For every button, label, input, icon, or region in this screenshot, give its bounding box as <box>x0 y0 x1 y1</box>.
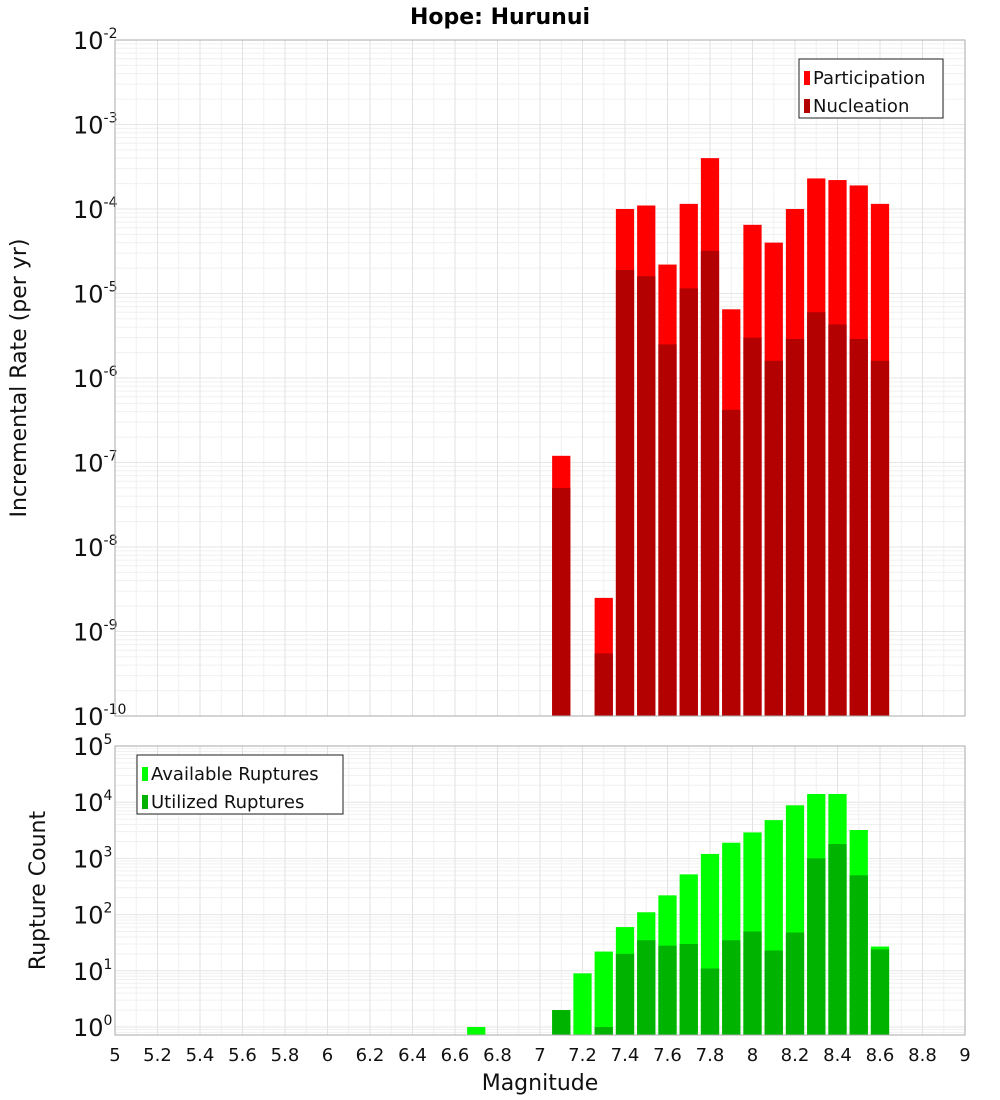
nucleation-bar <box>743 337 762 716</box>
plot-area-border <box>114 745 966 1036</box>
legend-label: Utilized Ruptures <box>151 792 304 813</box>
x-tick-label: 8.2 <box>781 1045 810 1066</box>
x-tick-label: 5.4 <box>186 1045 215 1066</box>
y-tick-label: 101 <box>73 957 112 986</box>
y-tick-label: 103 <box>73 844 112 873</box>
x-tick-label: 8.6 <box>866 1045 895 1066</box>
nucleation-bar <box>764 360 783 716</box>
nucleation-bar <box>870 360 890 716</box>
available-ruptures-bar <box>467 1026 486 1035</box>
legend-swatch <box>804 99 810 113</box>
x-tick-label: 7.4 <box>611 1045 640 1066</box>
nucleation-bar <box>637 276 656 716</box>
y-tick-label: 10-3 <box>73 111 118 140</box>
nucleation-bar <box>722 409 741 716</box>
x-tick-label: 5.2 <box>143 1045 172 1066</box>
y-axis-title: Rupture Count <box>26 811 51 971</box>
x-tick-label: 5.8 <box>271 1045 300 1066</box>
legend: Available Ruptures Utilized Ruptures <box>136 754 344 815</box>
y-tick-label: 10-2 <box>73 26 118 55</box>
nucleation-bar <box>552 487 571 716</box>
nucleation-bar <box>807 312 826 716</box>
utilized-ruptures-bar <box>785 932 805 1035</box>
utilized-ruptures-bar <box>552 1010 571 1035</box>
chart-title: Hope: Hurunui <box>410 5 590 30</box>
x-tick-label: 5 <box>109 1045 120 1066</box>
x-tick-label: 9 <box>959 1045 970 1066</box>
y-axis-title: Incremental Rate (per yr) <box>7 239 32 518</box>
x-tick-label: 6.6 <box>441 1045 470 1066</box>
x-tick-label: 7.8 <box>696 1045 725 1066</box>
y-tick-label: 10-5 <box>73 280 118 309</box>
utilized-ruptures-bar <box>637 940 656 1035</box>
y-tick-label: 10-7 <box>73 449 118 478</box>
nucleation-bar <box>828 324 847 716</box>
legend-box <box>798 58 944 119</box>
utilized-ruptures-bar <box>722 940 741 1035</box>
x-tick-label: 6.4 <box>398 1045 427 1066</box>
x-tick-label: 6 <box>322 1045 333 1066</box>
nucleation-bar <box>785 338 805 716</box>
legend-swatch <box>142 795 148 809</box>
x-tick-label: 6.2 <box>356 1045 385 1066</box>
y-tick-label: 105 <box>73 732 112 761</box>
participation-nucleation-panel: 10-210-310-410-510-610-710-810-910-10Inc… <box>7 26 966 731</box>
legend-swatch <box>804 71 810 85</box>
nucleation-bar <box>658 344 677 716</box>
nucleation-bar <box>849 338 868 716</box>
utilized-ruptures-bar <box>849 875 868 1035</box>
utilized-ruptures-bar <box>679 943 698 1035</box>
utilized-ruptures-bar <box>658 945 677 1035</box>
utilized-ruptures-bar <box>615 953 635 1035</box>
legend-label: Available Ruptures <box>151 764 319 785</box>
legend-swatch <box>142 767 148 781</box>
legend-label: Participation <box>813 68 925 89</box>
nucleation-bar <box>679 288 698 716</box>
legend-label: Nucleation <box>813 96 909 117</box>
nucleation-bar <box>615 269 635 716</box>
available-ruptures-bar <box>594 951 613 1035</box>
legend: Participation Nucleation <box>798 58 944 119</box>
x-axis-title: Magnitude <box>482 1071 599 1096</box>
utilized-ruptures-bar <box>764 950 783 1035</box>
nucleation-bar <box>700 250 720 716</box>
x-tick-label: 8.8 <box>908 1045 937 1066</box>
utilized-ruptures-bar <box>870 949 890 1035</box>
y-tick-label: 102 <box>73 901 112 930</box>
utilized-ruptures-bar <box>700 968 720 1035</box>
x-tick-label: 7 <box>534 1045 545 1066</box>
rupture-count-panel: 105 104 103 102 101 100 Rupture Count Available… <box>26 732 971 1096</box>
x-tick-label: 8.4 <box>823 1045 852 1066</box>
available-ruptures-bar <box>573 973 592 1035</box>
utilized-ruptures-bar <box>807 858 826 1035</box>
legend-box <box>136 754 344 815</box>
y-tick-label: 10-8 <box>73 533 118 562</box>
utilized-ruptures-bar <box>828 844 847 1035</box>
plot-area-border <box>114 39 966 717</box>
x-tick-label: 7.2 <box>568 1045 597 1066</box>
x-tick-label: 6.8 <box>483 1045 512 1066</box>
x-tick-label: 5.6 <box>228 1045 257 1066</box>
y-tick-label: 100 <box>73 1013 112 1042</box>
utilized-ruptures-bar <box>594 1026 613 1035</box>
y-tick-label: 10-6 <box>73 364 118 393</box>
utilized-ruptures-bar <box>743 931 762 1035</box>
y-tick-label: 104 <box>73 788 113 817</box>
y-tick-label: 10-9 <box>73 618 118 647</box>
x-tick-label: 8 <box>747 1045 758 1066</box>
y-tick-label: 10-4 <box>73 195 118 224</box>
x-tick-label: 7.6 <box>653 1045 682 1066</box>
nucleation-bar <box>594 653 613 716</box>
